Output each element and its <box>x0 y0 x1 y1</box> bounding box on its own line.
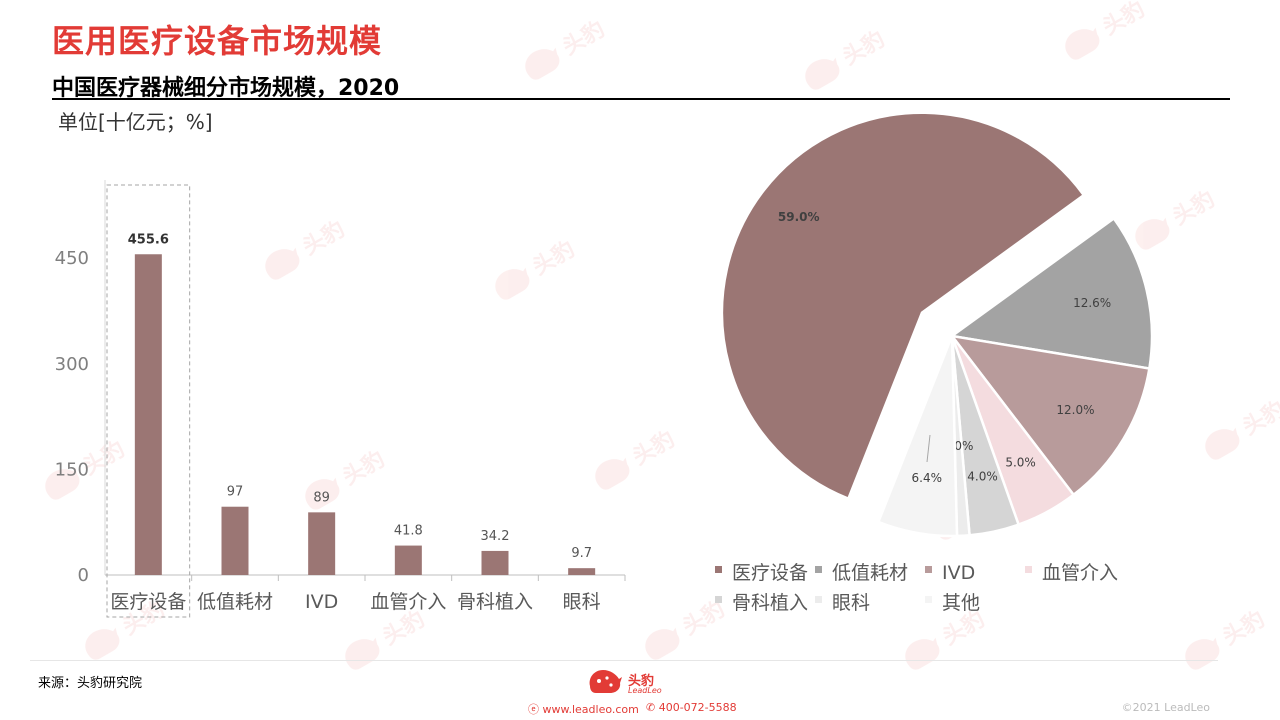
legend-label: 眼科 <box>832 592 870 614</box>
bar-value-label: 455.6 <box>128 232 169 247</box>
pie-chart: 12.6%12.0%5.0%4.0%1.0%6.4%59.0%医疗设备 低值耗材 I… <box>715 111 1154 614</box>
bar <box>394 545 422 575</box>
highlight-box <box>106 184 191 618</box>
bar <box>134 254 162 575</box>
pie-slice <box>949 334 1151 497</box>
y-tick-label: 300 <box>55 354 89 375</box>
header-divider <box>52 98 1230 100</box>
bar <box>308 512 336 575</box>
footer-divider <box>30 660 1218 661</box>
website-text: www.leadleo.com <box>542 703 639 716</box>
chart-subtitle: 中国医疗器械细分市场规模，2020 <box>52 76 400 101</box>
svg-text:头豹: 头豹 <box>1098 0 1149 41</box>
pie-slice <box>948 216 1154 370</box>
x-category-label: IVD <box>305 591 338 613</box>
brand-subname: LeadLeo <box>628 686 662 695</box>
pie-slice-label: 12.0% <box>1056 403 1094 417</box>
legend-swatch <box>715 596 722 603</box>
y-tick-label: 0 <box>78 565 89 586</box>
phone-text: 400-072-5588 <box>658 701 737 714</box>
bar-value-label: 41.8 <box>394 524 423 539</box>
svg-text:头豹: 头豹 <box>558 16 609 61</box>
page-title: 医用医疗设备市场规模 <box>52 22 383 60</box>
source-note: 来源：头豹研究院 <box>38 676 143 691</box>
leader-line <box>926 434 931 463</box>
legend-label: 低值耗材 <box>832 562 908 584</box>
pie-slice-label: 6.4% <box>912 471 943 485</box>
phone-icon: ✆ <box>646 701 656 714</box>
globe-icon: ⓔ <box>528 703 539 716</box>
y-tick-label: 150 <box>55 459 89 480</box>
x-category-label: 眼科 <box>563 591 601 613</box>
y-tick-label: 450 <box>55 248 89 269</box>
x-category-label: 血管介入 <box>370 591 446 613</box>
leopard-logo-icon <box>589 670 622 693</box>
legend-swatch <box>815 596 822 603</box>
copyright: ©2021 LeadLeo <box>1121 701 1210 714</box>
watermark-mark: 头豹 <box>525 16 609 80</box>
website-link[interactable]: ⓔ www.leadleo.com <box>528 701 639 717</box>
brand-name: 头豹 <box>628 674 655 689</box>
bar-value-label: 34.2 <box>481 529 510 544</box>
pie-slice-label: 59.0% <box>778 210 820 224</box>
legend-swatch <box>925 596 932 603</box>
x-category-label: 医疗设备 <box>110 591 186 613</box>
legend-swatch <box>925 566 932 573</box>
legend-swatch <box>1025 566 1032 573</box>
pie-slice-label: 4.0% <box>967 470 998 484</box>
bar <box>481 550 509 575</box>
x-category-label: 骨科植入 <box>457 591 533 613</box>
pie-slice-label: 5.0% <box>1005 456 1036 470</box>
pie-slice-label: 12.6% <box>1073 296 1111 310</box>
pie-slice <box>720 111 1086 501</box>
svg-text:头豹: 头豹 <box>838 26 889 71</box>
legend-label: 骨科植入 <box>732 592 808 614</box>
phone-contact: ✆ 400-072-5588 <box>646 701 737 714</box>
watermark-mark: 头豹 <box>1065 0 1149 60</box>
watermark-mark: 头豹 <box>805 26 889 90</box>
footer-brand: 头豹 LeadLeo ⓔ www.leadleo.com ✆ 400-072-5… <box>528 666 758 716</box>
bar <box>221 506 249 575</box>
legend-swatch <box>715 566 722 573</box>
unit-label: 单位[十亿元；%] <box>58 110 213 134</box>
legend-label: IVD <box>942 562 975 584</box>
bar <box>568 568 596 575</box>
bar-value-label: 97 <box>227 485 244 500</box>
pie-slice <box>876 335 959 538</box>
legend-label: 医疗设备 <box>732 562 808 584</box>
legend-swatch <box>815 566 822 573</box>
bar-value-label: 89 <box>313 490 330 505</box>
legend-label: 血管介入 <box>1042 562 1118 584</box>
x-category-label: 低值耗材 <box>197 591 273 613</box>
legend-label: 其他 <box>942 592 980 614</box>
bar-chart: 0 150 300 450 455.6 医疗设备 97 低值耗材 89 IVD 41.8 血管介入 34… <box>55 180 626 618</box>
bar-value-label: 9.7 <box>571 546 592 561</box>
